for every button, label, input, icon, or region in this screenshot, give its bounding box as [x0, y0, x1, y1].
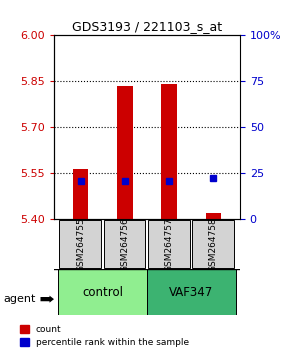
FancyBboxPatch shape — [59, 221, 101, 268]
Bar — [161, 85, 177, 219]
Text: GSM264757: GSM264757 — [165, 217, 174, 272]
FancyBboxPatch shape — [148, 221, 190, 268]
Text: GSM264755: GSM264755 — [76, 217, 85, 272]
Bar — [73, 169, 88, 219]
FancyBboxPatch shape — [103, 221, 145, 268]
Legend: count, percentile rank within the sample: count, percentile rank within the sample — [20, 325, 189, 347]
Text: GDS3193 / 221103_s_at: GDS3193 / 221103_s_at — [72, 20, 222, 33]
Bar — [117, 86, 133, 219]
Text: GSM264758: GSM264758 — [209, 217, 218, 272]
Text: GSM264756: GSM264756 — [120, 217, 129, 272]
Text: control: control — [82, 286, 123, 298]
Text: agent: agent — [3, 294, 35, 304]
FancyBboxPatch shape — [192, 221, 234, 268]
FancyBboxPatch shape — [58, 269, 147, 315]
Bar — [206, 213, 221, 219]
Text: VAF347: VAF347 — [169, 286, 213, 298]
FancyBboxPatch shape — [147, 269, 236, 315]
